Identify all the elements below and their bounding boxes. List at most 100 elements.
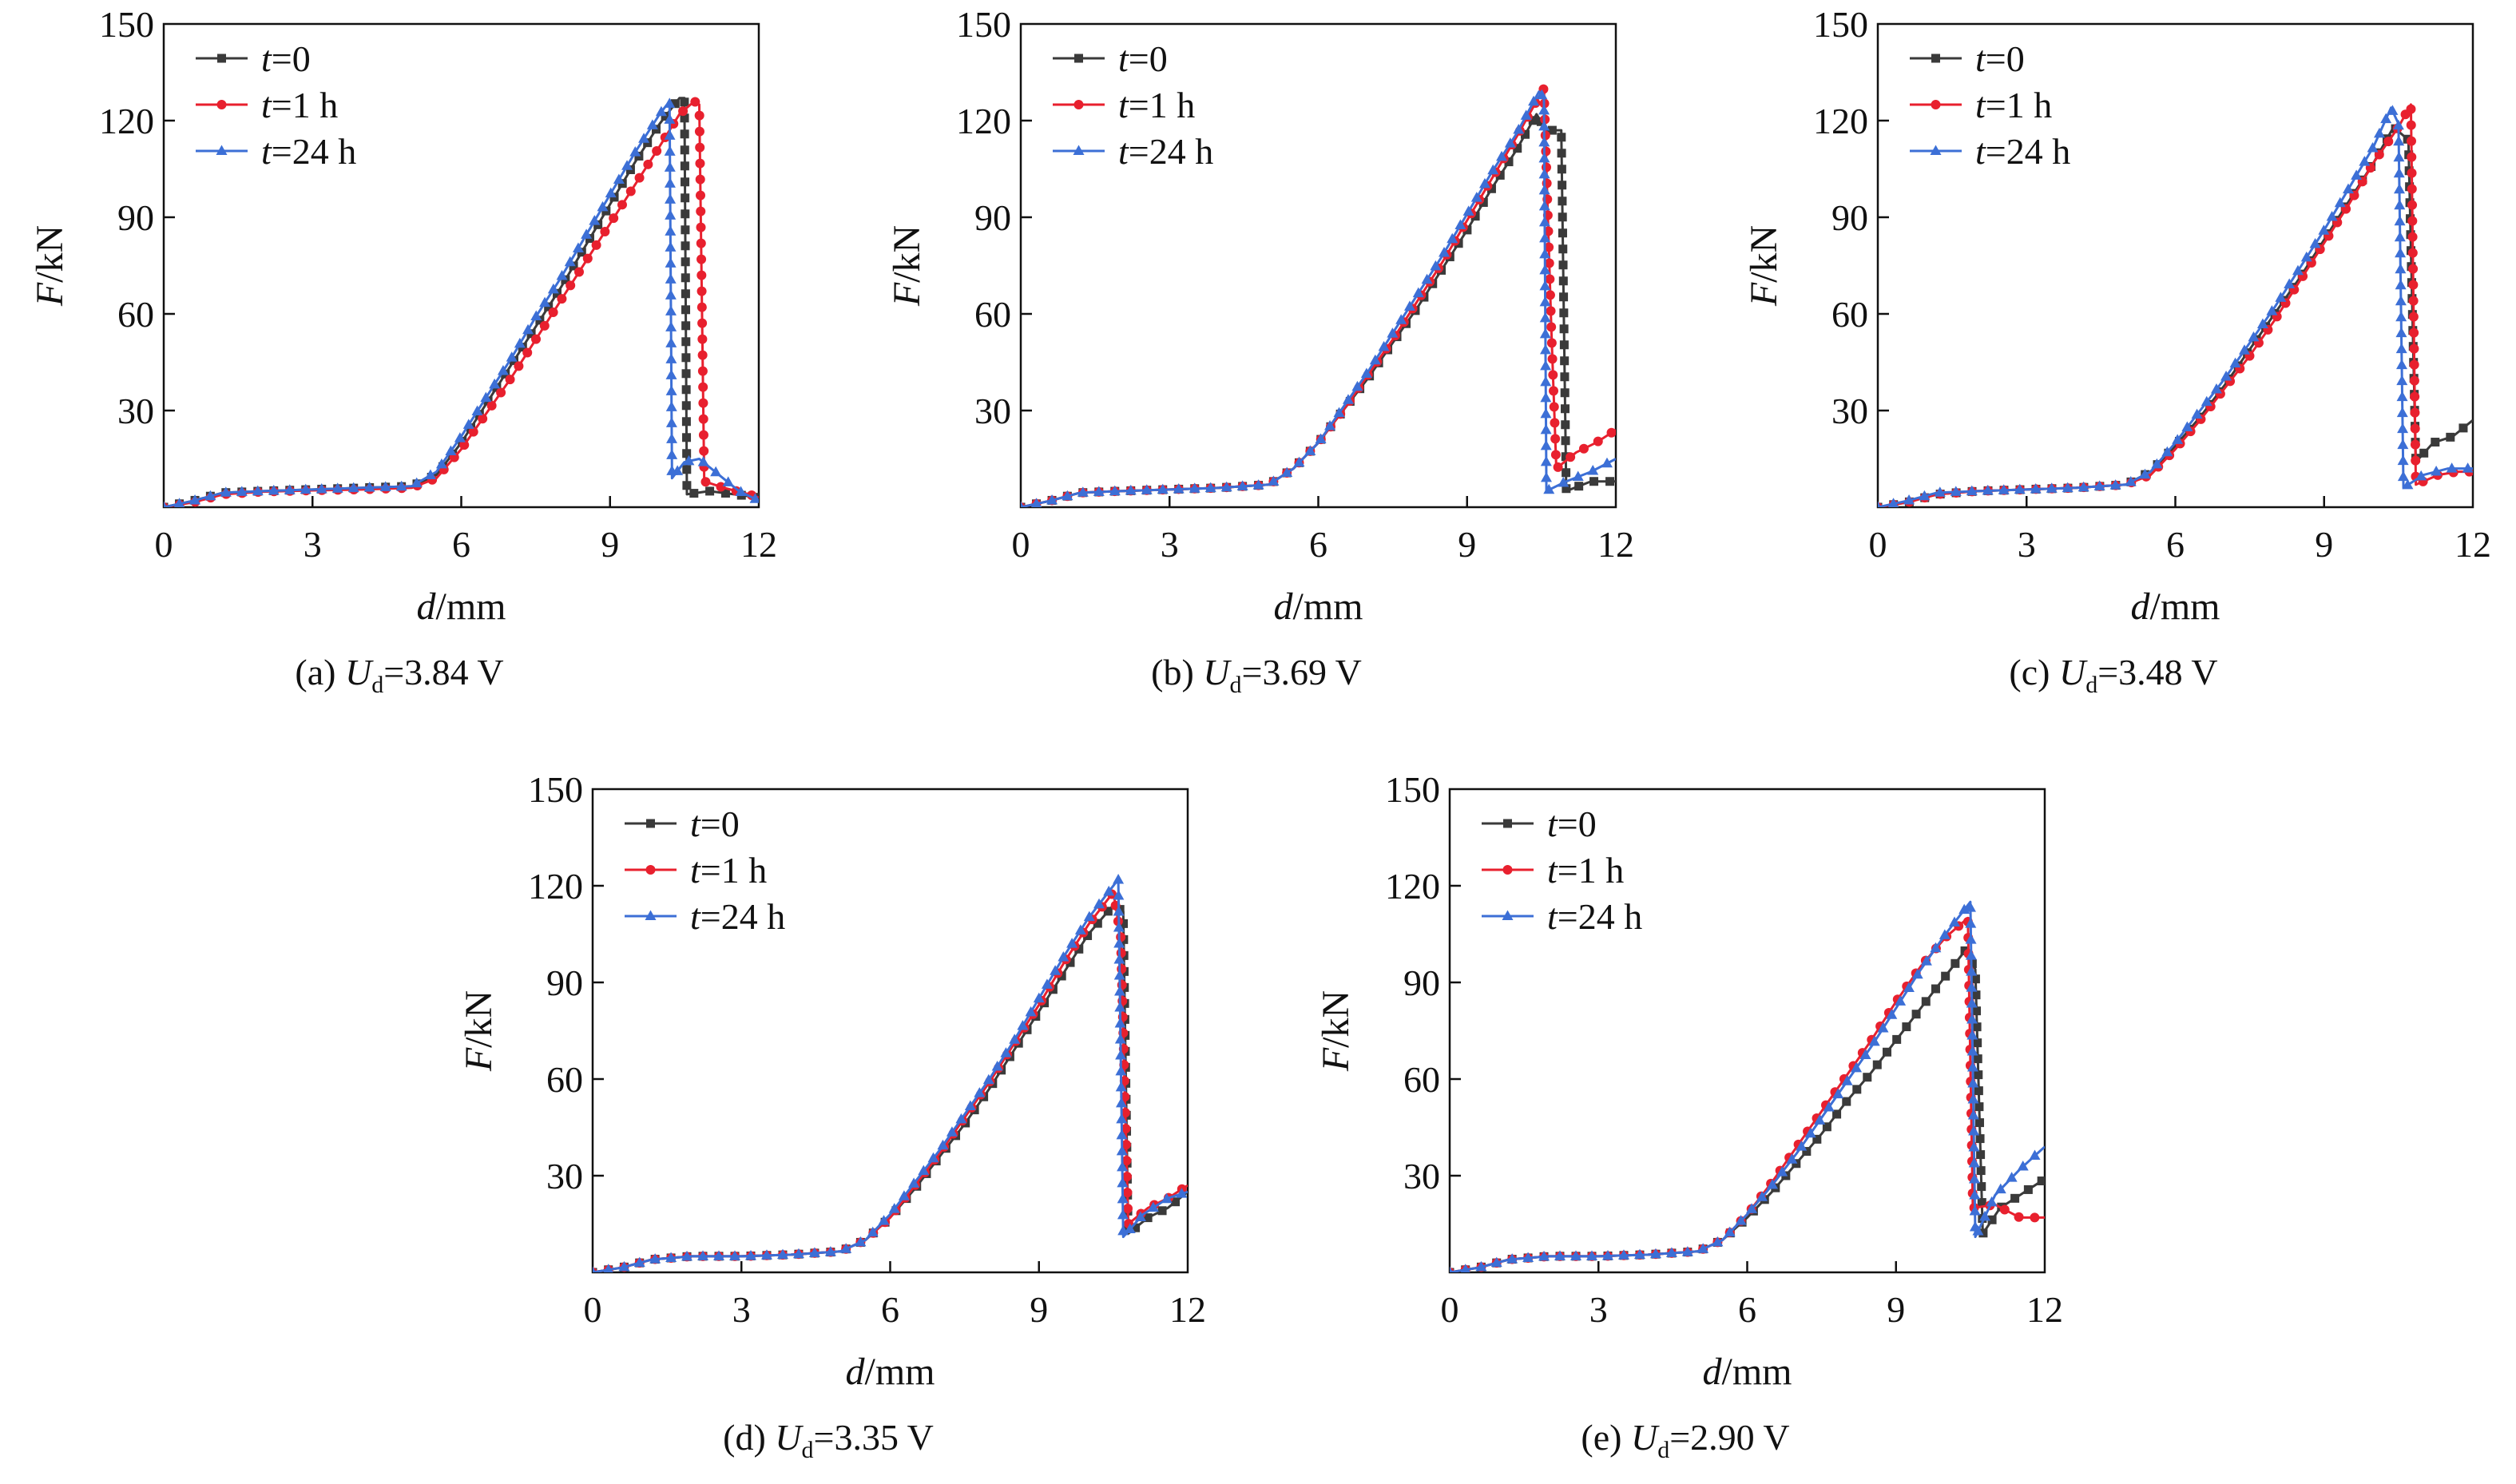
series-0-point <box>1950 958 1960 968</box>
series-2-point <box>1109 485 1121 496</box>
series-1-point <box>1116 948 1126 958</box>
legend-swatch-marker <box>1502 865 1513 875</box>
series-1-point <box>1548 370 1558 380</box>
series-1-point <box>2407 184 2417 194</box>
series-2-point <box>2397 454 2409 466</box>
caption-e: (e) Ud=2.90 V <box>1581 1417 1790 1464</box>
series-2-point <box>776 1248 788 1260</box>
series-2-point <box>1116 1129 1128 1140</box>
series-2-point <box>2210 383 2222 394</box>
series-2-point <box>2161 446 2173 457</box>
series-2-point <box>2396 407 2408 418</box>
legend-swatch-marker <box>216 145 228 155</box>
series-2-point <box>1539 248 1551 259</box>
series-1-point <box>573 267 584 277</box>
series-2-point <box>220 486 232 497</box>
x-tick-label: 3 <box>2018 524 2036 565</box>
series-2-point <box>1236 480 1248 490</box>
series-1-point <box>698 398 708 408</box>
series-2-point <box>2014 483 2026 494</box>
y-tick-label: 150 <box>956 4 1011 45</box>
series-2-point <box>252 485 264 496</box>
caption-d: (d) Ud=3.35 V <box>723 1417 934 1464</box>
series-2-point <box>1114 1017 1126 1028</box>
series-2-point <box>665 321 677 331</box>
series-2-point <box>1074 924 1086 934</box>
series-2-point <box>1968 1125 1980 1136</box>
series-0-point <box>681 321 691 331</box>
series-2-point <box>605 187 617 198</box>
series-1-point <box>652 145 662 156</box>
series-2-point <box>1189 482 1200 493</box>
legend-label: t=0 <box>261 38 311 79</box>
series-2-point <box>2395 279 2407 290</box>
series-0-point <box>682 449 692 458</box>
series-2-point <box>2342 183 2354 194</box>
series-2-point <box>1478 177 1490 188</box>
series-1-point <box>2410 423 2420 434</box>
y-tick-label: 90 <box>546 962 583 1003</box>
series-2-point <box>363 481 375 492</box>
series-2-point <box>1979 1210 1991 1221</box>
series-2-point <box>2256 318 2268 328</box>
legend-label: t=24 h <box>1118 131 1213 172</box>
y-tick-label: 30 <box>117 391 154 431</box>
series-1-point <box>699 446 709 456</box>
series-0-point <box>680 129 689 139</box>
series-1-point <box>696 206 706 216</box>
series-2-point <box>665 337 677 347</box>
series-2-point <box>1066 938 1078 948</box>
y-tick-label: 60 <box>1403 1059 1440 1100</box>
series-0-point <box>682 481 692 490</box>
series-2-point <box>1570 1250 1582 1260</box>
series-0-point <box>1562 468 1571 478</box>
series-0-point <box>1822 1122 1831 1132</box>
series-0-point <box>1972 1022 1982 1032</box>
x-tick-label: 0 <box>1869 524 1887 565</box>
series-1-point <box>557 294 567 304</box>
series-2-point <box>1878 501 1882 507</box>
series-0-point <box>1559 308 1569 318</box>
series-2-point <box>547 283 559 294</box>
series-2-point <box>1543 483 1555 494</box>
series-2-point <box>2030 482 2042 494</box>
series-2-point <box>1093 486 1105 496</box>
series-0-point <box>1558 212 1567 222</box>
series-2-point <box>1767 1178 1779 1189</box>
series-0-point <box>1143 1213 1153 1223</box>
series-2-point <box>556 269 568 280</box>
series-0-point <box>681 369 691 379</box>
series-2-point <box>1017 1020 1029 1030</box>
series-2-point <box>672 465 684 475</box>
series-2-point <box>597 200 609 212</box>
series-2-point <box>1965 950 1977 960</box>
series-2-point <box>665 225 677 236</box>
series-2-point <box>2397 470 2409 482</box>
x-tick-label: 3 <box>1161 524 1179 565</box>
series-2-point <box>1998 484 2010 494</box>
series-0-point <box>1066 958 1075 967</box>
series-0-point <box>682 465 692 474</box>
y-tick-label: 30 <box>1403 1156 1440 1196</box>
series-1-point <box>695 158 705 169</box>
series-1-point <box>2383 137 2394 147</box>
series-2-point <box>1859 1049 1871 1059</box>
series-2-point <box>1360 367 1372 379</box>
series-1-point <box>2410 391 2420 402</box>
series-2-point <box>2431 465 2443 476</box>
series-2-point <box>621 160 633 170</box>
series-0-point <box>1057 971 1066 981</box>
series-2-point <box>1114 1033 1126 1044</box>
series-0-point <box>1852 1085 1862 1094</box>
series-0-point <box>681 273 690 283</box>
series-0-point <box>1974 1102 1984 1112</box>
series-0-point <box>1975 1134 1985 1144</box>
series-2-point <box>1539 343 1551 355</box>
series-2-point <box>2351 169 2363 180</box>
series-0-point <box>1560 372 1570 382</box>
series-2-point <box>655 105 667 117</box>
series-0-point <box>1802 1147 1812 1157</box>
series-0-point <box>1131 1223 1141 1232</box>
series-0-point <box>1561 404 1570 414</box>
series-0-point <box>1842 1097 1851 1106</box>
